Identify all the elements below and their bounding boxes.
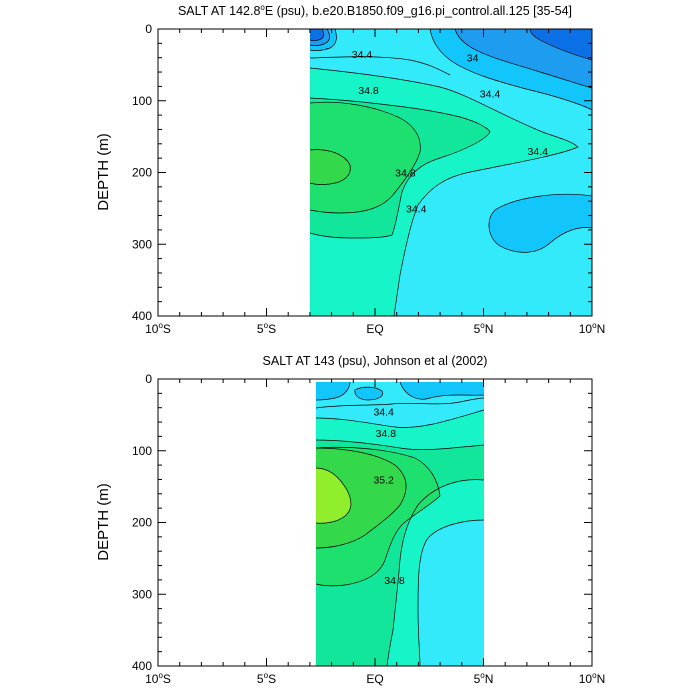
contour-label: 35.2: [373, 474, 394, 486]
y-tick-label: 0: [145, 372, 152, 386]
y-tick-label: 300: [132, 237, 152, 251]
top-fill-35-0: [310, 102, 421, 213]
top-contour-labels: 34.4 34 34.4 34.8 34.4 34.8 34.4: [352, 49, 549, 215]
bot-fill-34-2-mid: [354, 387, 383, 400]
x-tick-label: 10oS: [145, 671, 171, 686]
x-tick-label: 10oS: [145, 321, 171, 336]
top-y-axis-label: DEPTH (m): [95, 133, 112, 211]
contour-label: 34.8: [395, 168, 416, 180]
x-tick-label: 5oN: [474, 321, 494, 336]
x-tick-label: 10oN: [579, 321, 605, 336]
x-tick-label: 5oS: [257, 321, 276, 336]
top-panel: SALT AT 142.8oE (psu), b.e20.B1850.f09_g…: [95, 3, 605, 336]
bot-fill-35-4: [316, 468, 351, 524]
bottom-y-axis-label: DEPTH (m): [95, 483, 112, 561]
bottom-contour-labels: 34.4 34.8 35.2 34.8: [373, 406, 405, 587]
bottom-panel: SALT AT 143 (psu), Johnson et al (2002): [95, 354, 605, 686]
contour-label: 34.8: [376, 428, 397, 440]
x-tick-label: EQ: [366, 322, 383, 336]
contour-label: 34.4: [528, 146, 549, 158]
bottom-contour-field: 34.4 34.8 35.2 34.8: [315, 381, 485, 666]
y-tick-label: 400: [132, 309, 152, 323]
top-axes-ticks: 10oS 5oS EQ 5oN 10oN 0 100 200 300 400: [132, 22, 605, 336]
contour-label: 34.4: [373, 406, 394, 418]
y-tick-label: 100: [132, 444, 152, 458]
x-tick-label: 5oN: [474, 671, 494, 686]
top-contour-field: 34.4 34 34.4 34.8 34.4 34.8 34.4: [309, 29, 592, 316]
y-tick-label: 400: [132, 659, 152, 673]
y-tick-label: 100: [132, 94, 152, 108]
top-panel-title: SALT AT 142.8oE (psu), b.e20.B1850.f09_g…: [178, 3, 572, 18]
x-tick-label: EQ: [366, 672, 383, 686]
contour-label: 34.8: [384, 575, 405, 587]
bottom-axes-ticks: 10oS 5oS EQ 5oN 10oN 0 100 200 300 400: [132, 372, 605, 686]
bot-fill-35-2: [316, 448, 407, 548]
contour-label: 34: [467, 53, 479, 65]
contour-label: 34.4: [480, 89, 501, 101]
top-fill-35-2: [310, 149, 351, 185]
top-fill-33-8-corner: [310, 29, 324, 41]
y-tick-label: 0: [145, 22, 152, 36]
top-fill-33-8-upper: [530, 29, 592, 60]
top-fill-34-2-lower: [488, 194, 592, 253]
contour-label: 34.8: [358, 85, 379, 97]
x-tick-label: 10oN: [579, 671, 605, 686]
y-tick-label: 200: [132, 166, 152, 180]
y-tick-label: 300: [132, 587, 152, 601]
x-tick-label: 5oS: [257, 671, 276, 686]
y-tick-label: 200: [132, 516, 152, 530]
contour-label: 34.4: [406, 203, 427, 215]
contour-label: 34.4: [352, 49, 373, 61]
bottom-panel-title: SALT AT 143 (psu), Johnson et al (2002): [263, 354, 488, 368]
